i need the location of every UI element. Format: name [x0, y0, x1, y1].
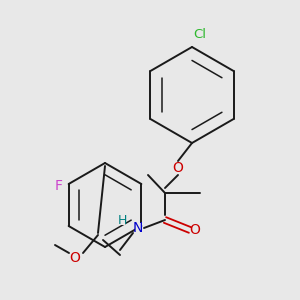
Bar [56, 181, 61, 191]
Bar [192, 225, 198, 235]
Bar [119, 215, 125, 225]
Bar [175, 163, 181, 173]
Bar [194, 30, 206, 40]
Text: F: F [55, 179, 63, 193]
Text: O: O [70, 251, 80, 265]
Text: O: O [190, 223, 200, 237]
Bar [72, 253, 78, 263]
Bar [135, 223, 141, 233]
Text: O: O [172, 161, 183, 175]
Text: N: N [133, 221, 143, 235]
Text: Cl: Cl [194, 28, 206, 41]
Text: H: H [117, 214, 127, 226]
